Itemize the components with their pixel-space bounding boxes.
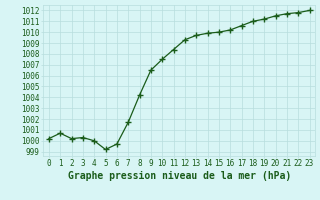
X-axis label: Graphe pression niveau de la mer (hPa): Graphe pression niveau de la mer (hPa) (68, 171, 291, 181)
